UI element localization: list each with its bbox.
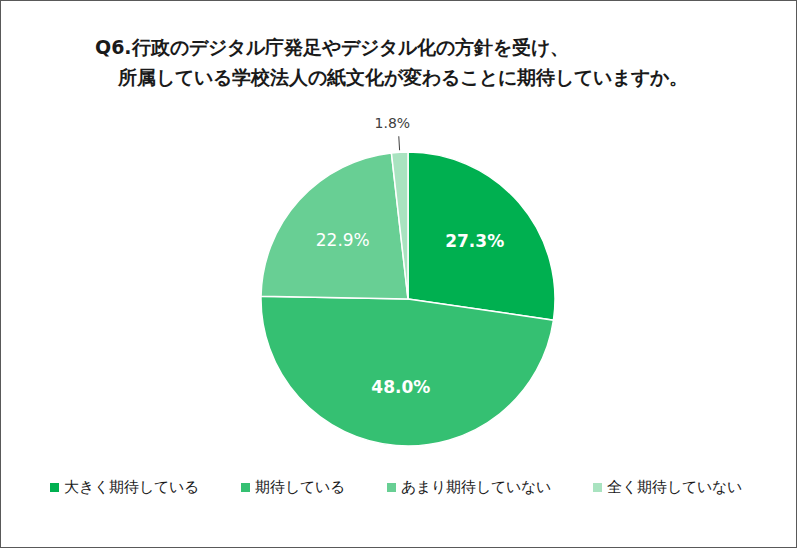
html-text:あまり期待していない: あまり期待していない — [401, 478, 551, 496]
svg-text:22.9%: 22.9% — [316, 230, 370, 250]
svg-text:27.3%: 27.3% — [445, 231, 504, 251]
html-text:全く期待していない: 全く期待していない — [607, 478, 742, 496]
html-text:Q6.行政のデジタル庁発足やデジタル化の方針を受け、: Q6.行政のデジタル庁発足やデジタル化の方針を受け、 — [95, 36, 569, 58]
html-text:期待している: 期待している — [255, 478, 345, 496]
svg-text:1.8%: 1.8% — [375, 115, 411, 131]
html-text:大きく期待している: 大きく期待している — [64, 478, 199, 496]
svg-text:48.0%: 48.0% — [371, 377, 430, 397]
html-text:所属している学校法人の紙文化が変わることに期待していますか。: 所属している学校法人の紙文化が変わることに期待していますか。 — [118, 66, 688, 88]
